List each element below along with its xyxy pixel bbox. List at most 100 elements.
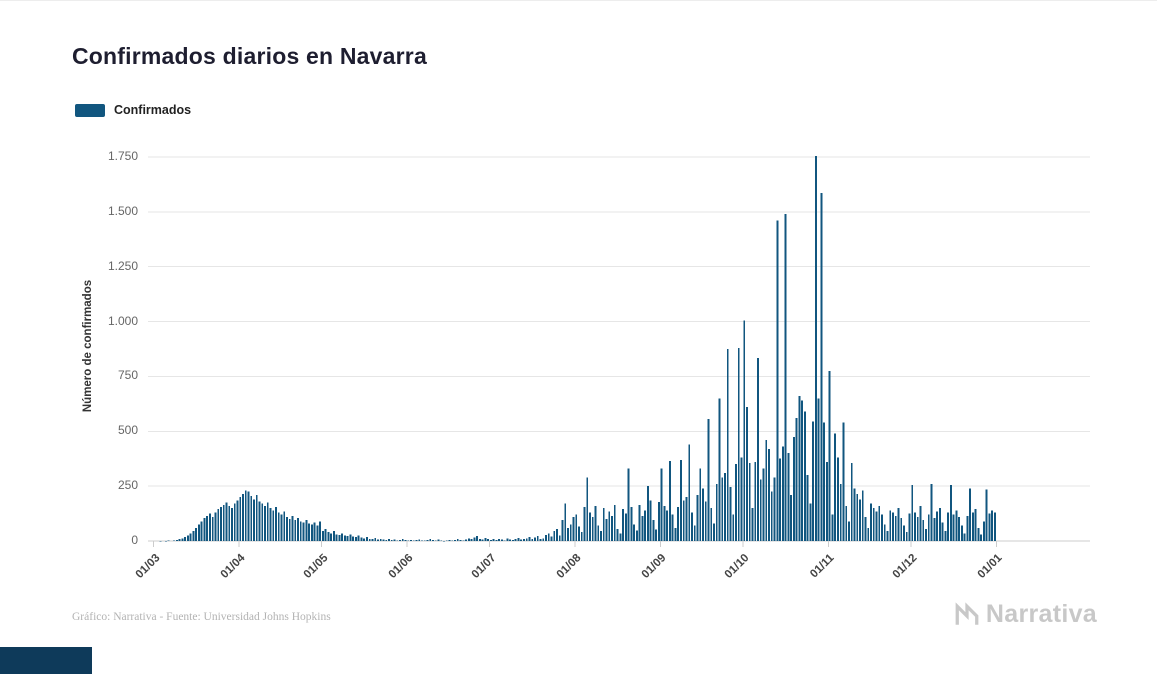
bar-confirmados: [341, 533, 344, 541]
bar-confirmados: [787, 453, 790, 541]
bar-confirmados: [859, 499, 861, 541]
bar-confirmados: [503, 540, 506, 541]
bar-confirmados: [613, 504, 616, 541]
bar-confirmados: [209, 513, 211, 541]
bar-confirmados: [291, 515, 294, 541]
bar-confirmados: [423, 540, 426, 542]
bar-confirmados: [671, 514, 674, 541]
bar-confirmados: [922, 520, 925, 541]
bar-confirmados: [175, 539, 178, 541]
bar-confirmados: [966, 515, 969, 541]
bar-confirmados: [514, 539, 517, 541]
bar-confirmados: [564, 503, 567, 541]
bar-confirmados: [476, 536, 479, 541]
bar-confirmados: [994, 512, 996, 541]
bar-confirmados: [310, 524, 313, 541]
bar-confirmados: [178, 539, 181, 541]
bar-confirmados: [696, 494, 699, 541]
bar-confirmados: [332, 531, 335, 541]
bar-confirmados: [542, 538, 545, 541]
bar-confirmados: [812, 421, 815, 541]
bar-confirmados: [189, 533, 192, 541]
x-axis-tick-label: 01/12: [890, 552, 920, 581]
bar-confirmados: [299, 521, 302, 541]
bar-confirmados: [693, 525, 696, 541]
bar-confirmados: [707, 419, 710, 541]
bar-confirmados: [214, 512, 217, 541]
bar-confirmados: [239, 497, 242, 541]
bar-confirmados: [746, 407, 748, 541]
y-axis-tick-label: 1.500: [107, 203, 138, 218]
bar-confirmados: [724, 472, 726, 541]
bar-confirmados: [795, 418, 798, 541]
bar-confirmados: [759, 479, 762, 541]
bar-confirmados: [600, 531, 602, 541]
bar-confirmados: [955, 510, 958, 541]
bar-confirmados: [798, 396, 801, 541]
bar-confirmados: [781, 446, 784, 541]
bar-confirmados: [454, 540, 456, 541]
bar-confirmados: [366, 537, 368, 541]
bar-confirmados: [352, 536, 355, 541]
bar-confirmados: [765, 440, 768, 541]
bar-confirmados: [982, 521, 985, 541]
bar-confirmados: [415, 540, 418, 541]
bar-confirmados: [638, 504, 641, 541]
bar-confirmados: [688, 444, 691, 541]
bar-confirmados: [916, 516, 919, 541]
bar-confirmados: [556, 528, 558, 541]
bar-confirmados: [467, 538, 470, 541]
bar-confirmados: [660, 468, 663, 541]
bar-confirmados: [330, 533, 333, 541]
bar-confirmados: [848, 521, 850, 541]
bar-confirmados: [605, 519, 608, 541]
bar-confirmados: [572, 516, 575, 541]
bar-confirmados: [677, 506, 680, 541]
bar-confirmados: [977, 527, 980, 541]
bar-confirmados: [536, 536, 539, 541]
bar-confirmados: [875, 511, 878, 541]
y-axis-tick-label: 1.000: [107, 313, 138, 328]
bar-confirmados: [451, 540, 454, 542]
bar-confirmados: [410, 539, 412, 541]
bar-confirmados: [930, 483, 933, 541]
bar-confirmados: [360, 537, 363, 541]
bar-confirmados: [264, 505, 266, 541]
bar-confirmados: [853, 488, 856, 541]
bar-confirmados: [517, 537, 520, 541]
bar-confirmados: [286, 516, 288, 541]
bar-confirmados: [511, 539, 514, 541]
x-axis-tick-label: 01/07: [469, 552, 499, 581]
bar-confirmados: [933, 517, 936, 541]
y-axis-tick-label: 250: [117, 478, 138, 493]
narrativa-logo-icon: [955, 601, 979, 625]
bar-confirmados: [663, 505, 666, 541]
bar-confirmados: [266, 502, 269, 541]
bar-confirmados: [396, 540, 399, 541]
source-credit: Gráfico: Narrativa - Fuente: Universidad…: [72, 611, 331, 623]
bar-confirmados: [864, 516, 867, 541]
bar-confirmados: [839, 483, 842, 541]
bar-confirmados: [250, 496, 253, 541]
bar-confirmados: [958, 516, 961, 541]
bar-confirmados: [718, 398, 721, 541]
bar-confirmados: [319, 521, 322, 541]
bar-confirmados: [803, 411, 806, 541]
legend-item-confirmados[interactable]: Confirmados: [75, 103, 191, 117]
bar-confirmados: [550, 536, 553, 541]
bar-confirmados: [520, 539, 523, 541]
bar-confirmados: [768, 448, 770, 541]
bar-confirmados: [900, 517, 903, 541]
bar-confirmados: [823, 422, 826, 541]
bar-confirmados: [363, 538, 366, 541]
bar-confirmados: [553, 531, 556, 541]
legend-label: Confirmados: [114, 103, 192, 117]
bar-confirmados: [401, 539, 404, 541]
bar-confirmados: [484, 537, 487, 541]
bar-confirmados: [534, 537, 536, 541]
bar-confirmados: [500, 539, 503, 541]
bar-confirmados: [382, 539, 385, 541]
bar-confirmados: [666, 510, 669, 541]
bar-confirmados: [388, 539, 390, 541]
bar-confirmados: [269, 508, 272, 541]
